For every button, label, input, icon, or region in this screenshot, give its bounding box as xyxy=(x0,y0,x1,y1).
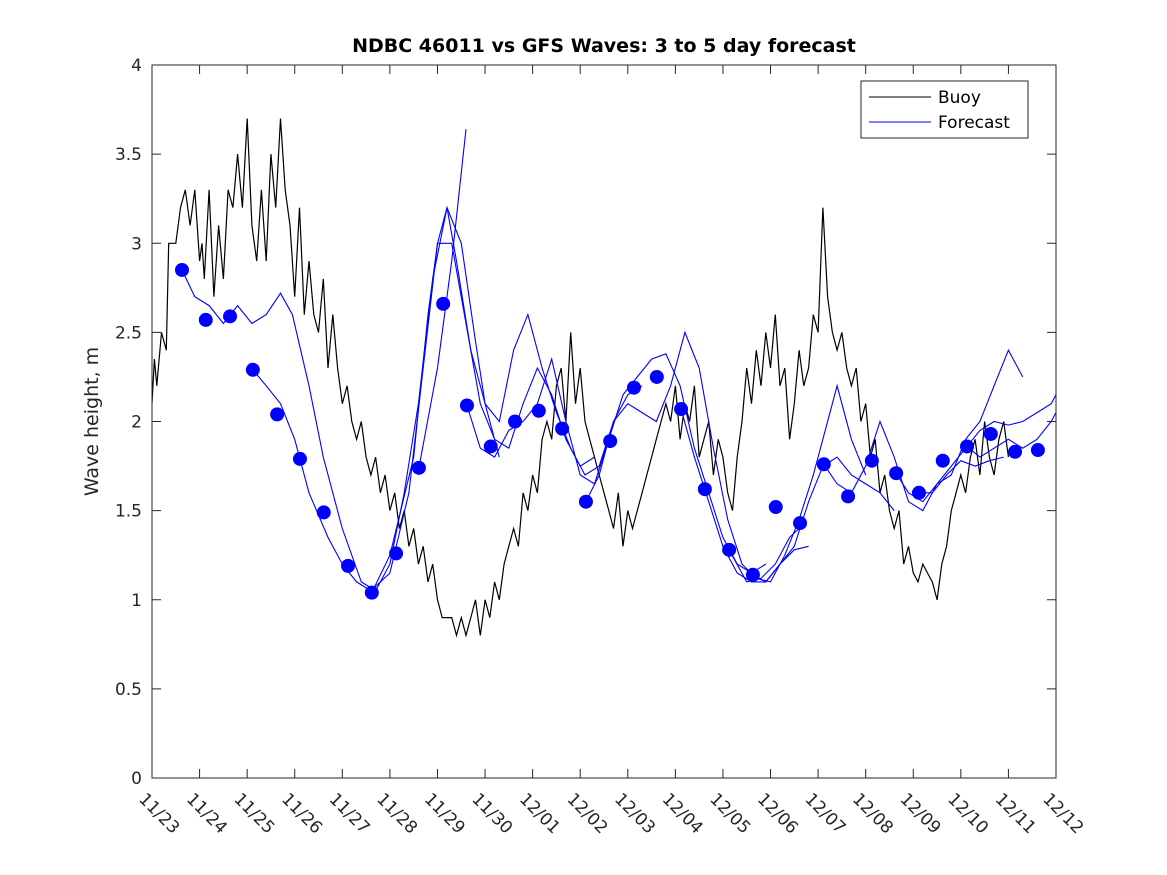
series-lines xyxy=(151,118,1057,638)
legend-label-forecast: Forecast xyxy=(938,113,1010,133)
forecast-marker xyxy=(341,558,356,573)
buoy-line xyxy=(151,118,1009,638)
forecast-marker xyxy=(983,426,998,441)
forecast-run-line xyxy=(585,330,867,583)
forecast-marker xyxy=(793,516,808,531)
forecast-marker xyxy=(864,453,879,468)
forecast-marker xyxy=(722,542,737,557)
forecast-marker xyxy=(816,457,831,472)
forecast-marker xyxy=(1030,443,1045,458)
y-tick-label: 3.5 xyxy=(115,145,142,165)
y-tick-label: 3 xyxy=(131,234,142,254)
forecast-run-line xyxy=(418,129,467,468)
forecast-marker xyxy=(578,494,593,509)
forecast-marker xyxy=(745,567,760,582)
forecast-marker xyxy=(223,309,238,324)
axes-frame xyxy=(151,64,1057,779)
forecast-marker xyxy=(270,407,285,422)
forecast-marker xyxy=(649,369,664,384)
forecast-run-line xyxy=(895,394,1057,503)
forecast-marker xyxy=(389,546,404,561)
forecast-marker xyxy=(508,414,523,429)
y-axis-label: Wave height, m xyxy=(81,347,103,496)
forecast-run-line xyxy=(371,207,643,593)
forecast-marker xyxy=(245,362,260,377)
forecast-marker xyxy=(483,439,498,454)
forecast-run-line xyxy=(752,545,809,583)
forecast-run-line xyxy=(728,528,800,583)
legend-label-buoy: Buoy xyxy=(938,88,981,108)
forecast-marker xyxy=(198,312,213,327)
forecast-marker xyxy=(436,296,451,311)
y-tick-label: 1 xyxy=(131,591,142,611)
forecast-marker xyxy=(697,482,712,497)
forecast-run-line xyxy=(823,348,1024,512)
forecast-marker xyxy=(935,453,950,468)
forecast-marker xyxy=(531,403,546,418)
forecast-run-line xyxy=(252,242,595,592)
forecast-marker xyxy=(911,485,926,500)
forecast-marker xyxy=(674,402,689,417)
forecast-marker xyxy=(841,489,856,504)
forecast-run-line xyxy=(919,456,1004,494)
legend: Buoy Forecast xyxy=(860,80,1029,139)
forecast-marker xyxy=(626,380,641,395)
y-tick-label: 4 xyxy=(131,56,142,76)
forecast-marker xyxy=(174,262,189,277)
chart-title: NDBC 46011 vs GFS Waves: 3 to 5 day fore… xyxy=(352,35,856,57)
forecast-marker xyxy=(603,434,618,449)
forecast-marker xyxy=(316,505,331,520)
y-tick-label: 0 xyxy=(131,769,142,789)
y-tick-label: 2.5 xyxy=(115,323,142,343)
forecast-run-line xyxy=(966,412,1057,458)
forecast-marker xyxy=(555,421,570,436)
forecast-marker xyxy=(768,500,783,515)
y-tick-label: 1.5 xyxy=(115,502,142,522)
forecast-marker xyxy=(960,439,975,454)
forecast-marker xyxy=(1008,444,1023,459)
y-tick-label: 2 xyxy=(131,413,142,433)
forecast-marker xyxy=(292,451,307,466)
forecast-marker xyxy=(889,466,904,481)
forecast-markers xyxy=(174,262,1045,600)
plot-area xyxy=(152,65,1056,778)
forecast-marker xyxy=(411,460,426,475)
legend-box xyxy=(860,80,1029,139)
forecast-marker xyxy=(364,585,379,600)
y-tick-label: 0.5 xyxy=(115,680,142,700)
forecast-marker xyxy=(459,398,474,413)
